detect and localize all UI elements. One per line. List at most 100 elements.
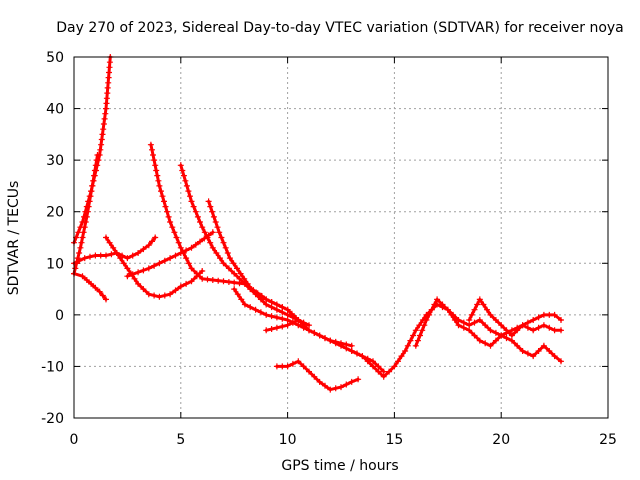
data-point [220,278,227,285]
plot-frame [73,56,609,419]
data-point [209,277,216,283]
data-point [153,167,160,174]
data-point [156,293,163,300]
data-point [498,322,505,329]
data-point [216,229,223,236]
series-line [179,163,311,327]
data-point [103,234,109,241]
data-point [124,255,131,262]
data-point [241,301,248,308]
data-point [241,275,248,282]
data-point [209,208,216,215]
data-point [180,172,187,179]
data-point [177,162,184,169]
data-point [145,265,152,272]
y-tick-label: 10 [46,256,64,272]
data-point [167,219,174,225]
data-point [161,292,168,299]
data-point [252,306,259,313]
data-point [234,291,241,298]
data-point [253,289,260,296]
data-point [201,235,208,242]
data-point [193,270,200,277]
data-point [106,64,113,71]
data-point [311,329,318,336]
data-point [72,265,79,272]
data-point [295,358,302,365]
data-point [225,279,232,285]
series-track-14 [412,296,564,349]
data-point [85,203,92,210]
data-point [284,306,291,313]
y-tick-label: 30 [46,153,64,169]
data-point [167,255,174,262]
data-point [395,358,401,365]
data-point [162,203,169,210]
data-point [92,252,99,259]
data-point [161,198,167,205]
data-point [164,208,171,215]
data-point [524,350,531,357]
data-point [84,208,91,215]
data-point [514,327,521,334]
data-point [82,219,89,225]
data-point [364,358,371,365]
data-point [183,255,190,262]
y-tick-label: 0 [55,308,64,324]
series-track-11 [263,317,302,334]
data-point [354,350,360,357]
data-point [417,332,423,339]
data-point [194,213,201,220]
data-point [348,348,355,354]
data-point [149,146,155,153]
data-point [218,234,225,241]
data-point [524,319,531,326]
data-point [484,306,490,313]
series-track-10 [231,286,387,375]
data-point [188,278,195,285]
data-point [175,239,182,246]
data-point [173,234,180,241]
data-point [268,299,275,305]
data-point [102,110,109,117]
data-point [226,255,233,262]
data-point [402,348,409,354]
data-point [103,252,109,259]
data-point [492,317,499,323]
data-point [348,342,355,349]
data-point [172,287,179,294]
data-point [108,251,115,258]
data-point [257,309,264,316]
series-track-5 [103,234,206,300]
data-point [327,337,334,344]
data-point [197,238,203,245]
data-point [455,317,462,323]
data-series [71,54,564,393]
data-point [492,329,499,336]
data-point [244,280,251,287]
x-tick-label: 5 [176,432,185,448]
chart-title: Day 270 of 2023, Sidereal Day-to-day VTE… [56,20,624,36]
data-point [546,324,553,331]
data-point [93,157,100,164]
data-point [151,157,158,164]
data-point [419,327,426,334]
data-point [207,203,214,210]
series-track-12 [273,358,362,393]
data-point [151,292,158,299]
data-point [224,250,231,256]
y-tick-label: -20 [41,411,64,427]
data-point [258,292,265,299]
data-point [87,193,94,200]
data-point [421,322,428,329]
data-point [316,378,323,385]
data-point [192,241,199,248]
data-point [199,224,206,231]
data-point [100,121,107,127]
data-point [201,229,208,236]
data-point [460,324,467,331]
data-point [476,317,483,323]
data-point [209,229,216,236]
data-point [480,301,487,308]
data-point [230,260,237,267]
